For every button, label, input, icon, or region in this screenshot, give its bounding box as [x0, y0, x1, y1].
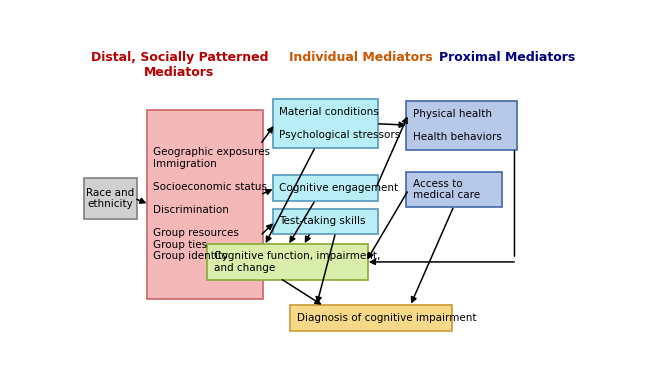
- FancyBboxPatch shape: [207, 244, 369, 280]
- Text: Cognitive engagement: Cognitive engagement: [280, 183, 398, 193]
- Text: Geographic exposures
Immigration

Socioeconomic status

Discrimination

Group re: Geographic exposures Immigration Socioec…: [153, 147, 270, 262]
- FancyBboxPatch shape: [406, 101, 517, 149]
- Text: Race and
ethnicity: Race and ethnicity: [86, 187, 135, 209]
- FancyBboxPatch shape: [273, 209, 378, 234]
- Text: Diagnosis of cognitive impairment: Diagnosis of cognitive impairment: [297, 313, 476, 323]
- Text: Physical health

Health behaviors: Physical health Health behaviors: [413, 109, 502, 142]
- Text: Proximal Mediators: Proximal Mediators: [439, 51, 575, 63]
- Text: Material conditions

Psychological stressors: Material conditions Psychological stress…: [280, 107, 400, 140]
- Text: Individual Mediators: Individual Mediators: [289, 51, 433, 63]
- FancyBboxPatch shape: [84, 178, 136, 219]
- Text: Access to
medical care: Access to medical care: [413, 179, 480, 200]
- FancyBboxPatch shape: [273, 175, 378, 201]
- FancyBboxPatch shape: [147, 110, 263, 299]
- FancyBboxPatch shape: [273, 99, 378, 148]
- Text: Test-taking skills: Test-taking skills: [280, 216, 366, 226]
- Text: Distal, Socially Patterned
Mediators: Distal, Socially Patterned Mediators: [91, 51, 268, 78]
- Text: Cognitive function, impairment,
and change: Cognitive function, impairment, and chan…: [214, 251, 380, 273]
- FancyBboxPatch shape: [291, 305, 452, 331]
- FancyBboxPatch shape: [406, 172, 502, 207]
